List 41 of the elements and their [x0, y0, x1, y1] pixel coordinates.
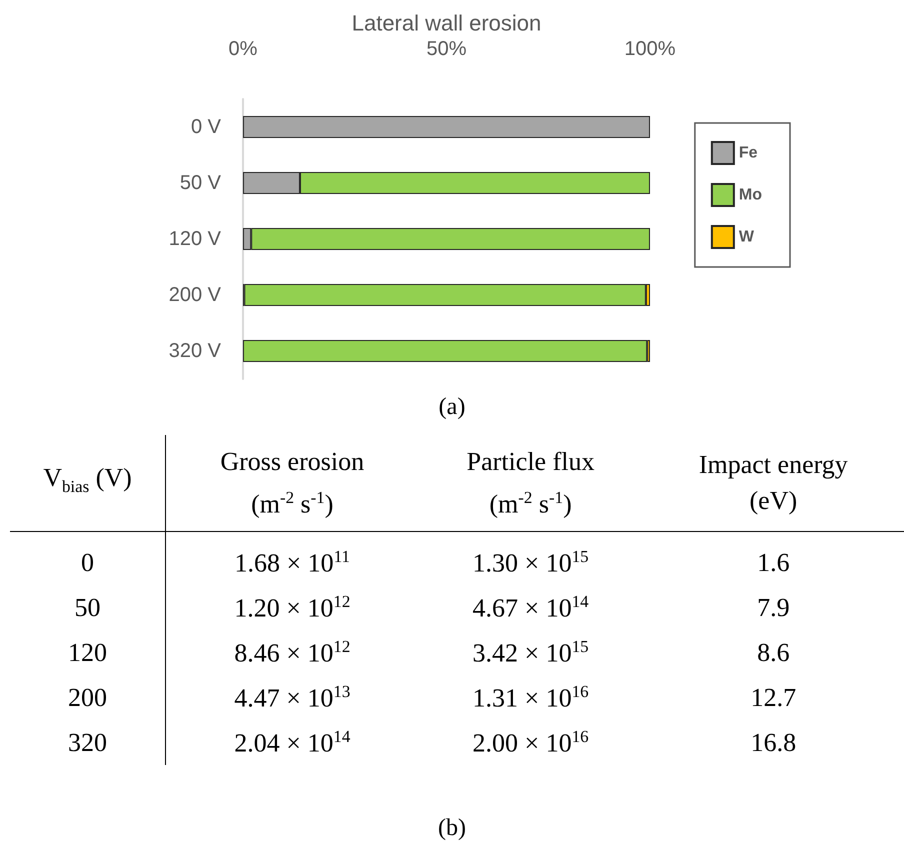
text: V$_{bias}$ (V) — [10, 435, 166, 532]
text: 1.6 — [756, 546, 791, 578]
text: 8.46 × 10$^{12}$ — [233, 636, 352, 670]
y-tick-label: 0 V — [190, 116, 222, 138]
x-tick-label: 100% — [624, 38, 676, 60]
text: 120 — [10, 630, 166, 675]
y-tick-label: 200 V — [168, 284, 222, 306]
text: 200 — [10, 675, 166, 720]
bar — [244, 284, 646, 306]
text: Impact energy (eV) — [642, 435, 904, 532]
text: 50 — [10, 585, 166, 630]
legend-label: Mo — [738, 186, 762, 204]
text: 8.6 — [756, 636, 791, 668]
legend-label: Fe — [738, 144, 758, 162]
text: 4.47 × 10$^{13}$ — [233, 680, 352, 714]
text: 1.20 × 10$^{12}$ — [233, 590, 352, 624]
text: 3.42 × 10$^{15}$ — [472, 636, 590, 670]
text: 1.31 × 10$^{16}$ — [472, 680, 590, 714]
x-tick-label: 50% — [426, 38, 467, 60]
text: 7.9 — [756, 592, 791, 624]
bar — [243, 340, 648, 362]
bar — [243, 116, 650, 138]
legend-label: W — [738, 228, 755, 246]
text: 1.30 × 10$^{15}$ — [472, 546, 590, 580]
text: Gross erosion (m$^{-2}$ s$^{-1}$) — [166, 435, 418, 532]
text: 12.7 — [750, 682, 798, 714]
y-tick-label: 50 V — [180, 172, 222, 194]
text: 2.00 × 10$^{16}$ — [472, 726, 590, 760]
text: 4.67 × 10$^{14}$ — [472, 590, 590, 624]
text: Particle flux (m$^{-2}$ s$^{-1}$) — [418, 435, 643, 532]
x-axis-title: Lateral wall erosion — [352, 10, 542, 36]
x-tick-label: 0% — [228, 38, 258, 60]
y-tick-label: 320 V — [168, 340, 222, 362]
text: 1.68 × 10$^{11}$ — [234, 546, 351, 580]
text: 0 — [10, 532, 166, 585]
text: (b) — [437, 815, 467, 842]
text: 2.04 × 10$^{14}$ — [233, 726, 352, 760]
text: 320 — [10, 720, 166, 765]
text: (a) — [438, 394, 466, 421]
y-tick-label: 120 V — [168, 228, 222, 250]
text: 16.8 — [750, 726, 798, 758]
